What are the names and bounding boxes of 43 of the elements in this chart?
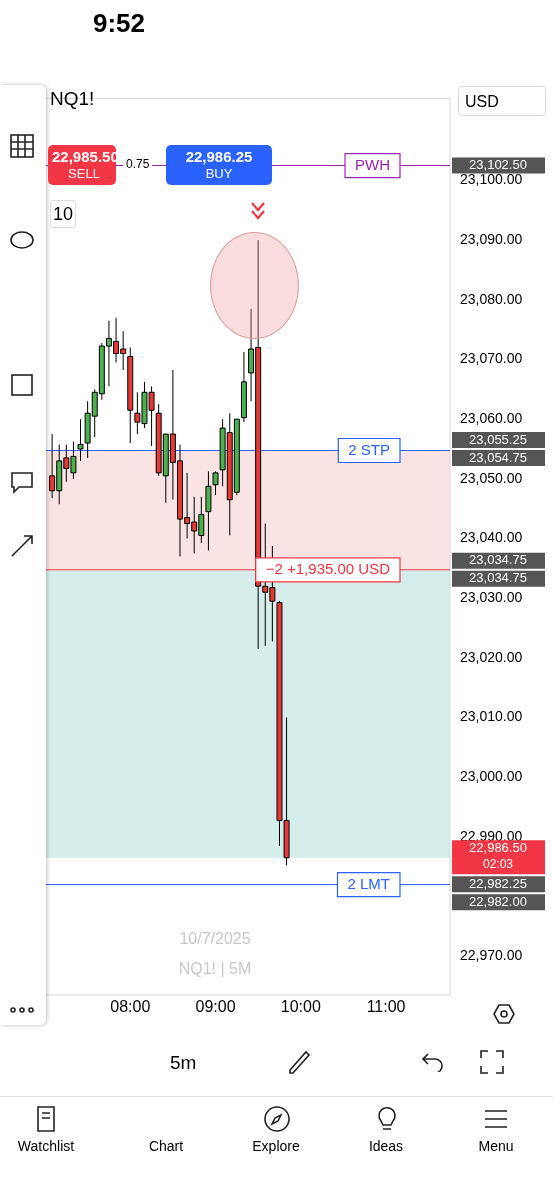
y-tick-label: 22,990.00 [460,827,523,844]
x-tick-label: 11:00 [366,998,406,1016]
chart-title: NQ1! [50,88,95,110]
x-tick-label: 08:00 [110,998,151,1016]
ref-line-label: 2 STP [348,440,390,458]
annotation: 23,102.50 [469,157,527,173]
text: Ideas [367,1138,405,1154]
annotation: 22,986.25 [184,148,254,165]
y-tick-label: 23,010.00 [460,708,523,725]
x-tick-label: 10:00 [280,998,321,1016]
text: Explore [251,1138,301,1154]
annotation: 10 [50,200,76,228]
text: Menu [477,1138,515,1154]
y-tick-label: 23,040.00 [460,529,523,546]
y-tick-label: 23,100.00 [460,171,523,188]
text: 02:03 [482,857,514,872]
y-tick-label: 23,070.00 [460,350,523,367]
annotation: 22,982.00 [469,893,527,909]
annotation: 23,034.75 [469,552,527,568]
annotation: 23,055.25 [469,431,527,447]
annotation: 22,982.25 [469,875,527,891]
text: Watchlist [16,1138,76,1154]
annotation: BUY [204,166,234,181]
y-tick-label: 23,090.00 [460,230,523,247]
y-tick-label: 23,080.00 [460,290,523,307]
text: Chart [147,1138,185,1154]
annotation: 23,054.75 [469,449,527,465]
y-tick-label: 23,030.00 [460,589,523,606]
annotation: 23,034.75 [469,570,527,586]
y-tick-label: 23,050.00 [460,469,523,486]
ref-line-label: −2 +1,935.00 USD [265,559,391,577]
y-tick-label: 23,060.00 [460,410,523,427]
x-tick-label: 09:00 [195,998,236,1016]
text: USD [458,86,546,116]
ref-line-label: 2 LMT [347,874,390,892]
text: 9:52 [91,8,146,39]
y-tick-label: 23,000.00 [460,768,523,785]
y-tick-label: 23,020.00 [460,648,523,665]
annotation: SELL [67,166,101,181]
ref-line-label: PWH [355,155,390,173]
text: 5m [170,1052,197,1074]
y-tick-label: 22,970.00 [460,947,523,964]
annotation: 0.75 [123,157,153,171]
